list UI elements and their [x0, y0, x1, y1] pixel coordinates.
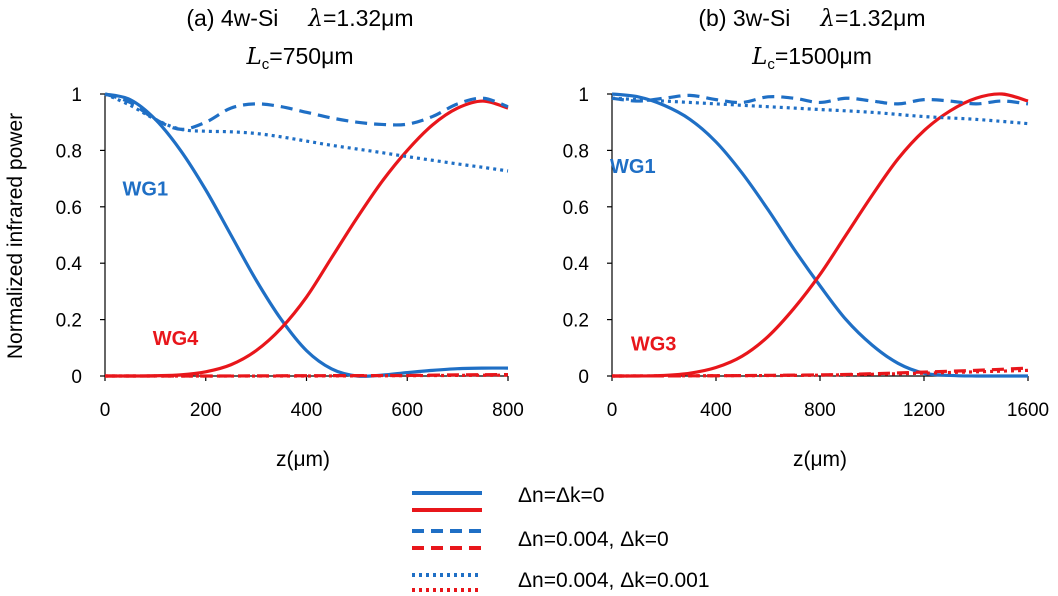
legend-label-dotted: Δn=0.004, Δk=0.001 [518, 569, 710, 592]
panel-b-y-tick-label: 0.6 [563, 198, 589, 219]
panel-b-plot: 0 0.2 0.4 0.6 0.8 1 0 400 800 1200 1600 WG1 WG3 [563, 85, 1050, 421]
panel-a-lambda-value: =1.32μm [323, 5, 414, 31]
panel-a-annotation-wg1: WG1 [123, 179, 169, 201]
panel-b-x-tick-label: 400 [700, 400, 732, 421]
panel-b-x-tick-label: 1600 [1007, 400, 1049, 421]
legend-entry-dotted: Δn=0.004, Δk=0.001 [412, 569, 710, 592]
panel-a-series-blue-dashed [104, 92, 509, 131]
legend: Δn=Δk=0 Δn=0.004, Δk=0 Δn=0.004, Δk=0.00… [412, 484, 710, 592]
panel-b-series-blue-dashed [611, 93, 1029, 106]
panel-a-y-tick-label: 0.4 [56, 254, 83, 275]
panel-a-y-tick-label: 0.8 [56, 141, 82, 162]
panel-a-title-line2: Lc=750μm [246, 43, 354, 73]
legend-label-solid: Δn=Δk=0 [518, 484, 604, 507]
panel-a-series-blue-solid [104, 92, 509, 378]
panel-b-lambda-value: =1.32μm [835, 5, 926, 31]
panel-b-lambda-symbol: λ [819, 6, 835, 32]
panel-a-x-tick-label: 600 [391, 400, 423, 421]
panel-b: (b) 3w-Si λ=1.32μm Lc=1500μm 0 0.2 0.4 0.6 0.… [563, 5, 1050, 471]
panel-b-annotation-wg1: WG1 [610, 156, 656, 178]
panel-a-lc-subscript: c [262, 56, 270, 73]
panel-a-y-tick-label: 1 [71, 85, 82, 106]
panel-b-annotation-wg3: WG3 [631, 334, 677, 356]
panel-b-series-red-dashed [611, 366, 1029, 378]
panel-b-series-red-solid [611, 92, 1029, 378]
panel-b-x-axis-label: z(μm) [793, 448, 847, 471]
panel-b-x-tick-label: 800 [804, 400, 836, 421]
panel-b-y-tick-label: 0.2 [563, 311, 589, 332]
panel-a-plot: 0 0.2 0.4 0.6 0.8 1 0 200 400 600 800 WG1 WG4 [56, 85, 524, 421]
panel-a-y-tick-label: 0.2 [56, 311, 82, 332]
panel-a-y-tick-label: 0.6 [56, 198, 82, 219]
y-axis-label: Normalized infrared power [4, 113, 27, 359]
panel-b-y-tick-label: 0.4 [563, 254, 590, 275]
panel-b-title-line1: (b) 3w-Si λ=1.32μm [698, 5, 925, 32]
legend-entry-solid: Δn=Δk=0 [412, 484, 604, 512]
panel-b-title-main: (b) 3w-Si [698, 5, 790, 31]
panel-b-series-blue-solid [611, 92, 1028, 378]
panel-b-x-tick-label: 0 [607, 400, 618, 421]
panel-a-x-tick-label: 400 [291, 400, 323, 421]
panel-a-lambda-symbol: λ [307, 6, 323, 32]
panel-a-title-main: (a) 4w-Si [186, 5, 278, 31]
panel-a-series-blue-dotted [104, 92, 509, 173]
panel-a-x-axis-label: z(μm) [276, 448, 330, 471]
panel-b-title-line2: Lc=1500μm [751, 43, 872, 73]
panel-a-y-tick-label: 0 [71, 367, 82, 388]
legend-entry-dashed: Δn=0.004, Δk=0 [412, 528, 669, 551]
panel-a-x-tick-label: 800 [492, 400, 524, 421]
panel-a-lc-value: =750μm [269, 43, 353, 69]
panel-a-title-line1: (a) 4w-Si λ=1.32μm [186, 5, 413, 32]
panel-a-lc-symbol: L [246, 44, 262, 70]
panel-b-lc-value: =1500μm [775, 43, 872, 69]
legend-label-dashed: Δn=0.004, Δk=0 [518, 528, 669, 551]
panel-b-y-tick-label: 1 [578, 85, 589, 106]
panel-a-series-red-dashed [104, 372, 509, 378]
panel-b-lc-subscript: c [767, 56, 775, 73]
panel-b-y-tick-label: 0.8 [563, 141, 589, 162]
panel-a-annotation-wg4: WG4 [153, 328, 199, 350]
panel-a-x-tick-label: 0 [100, 400, 111, 421]
panel-b-lc-symbol: L [751, 44, 767, 70]
panel-a: (a) 4w-Si λ=1.32μm Lc=750μm 0 0.2 0.4 0.6 0.8… [56, 5, 524, 471]
panel-b-y-tick-label: 0 [578, 367, 589, 388]
panel-a-x-tick-label: 200 [190, 400, 222, 421]
panel-b-x-tick-label: 1200 [903, 400, 945, 421]
